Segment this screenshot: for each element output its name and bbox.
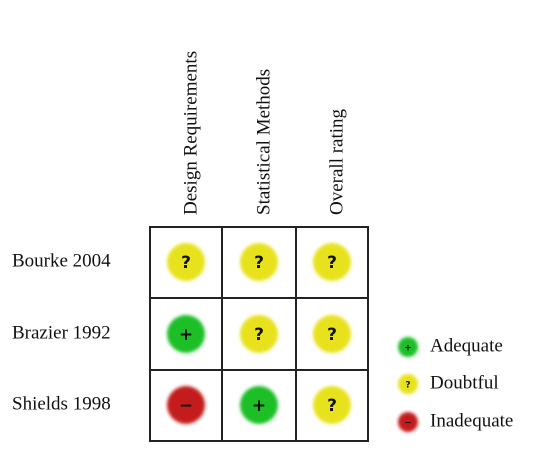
row-label: Shields 1998 bbox=[12, 393, 111, 414]
column-header: Statistical Methods bbox=[253, 69, 274, 215]
column-header: Design Requirements bbox=[180, 51, 201, 215]
rating-circle bbox=[313, 315, 351, 353]
rating-symbol: ? bbox=[254, 325, 264, 345]
rating-symbol: ? bbox=[254, 253, 264, 273]
rating-circle bbox=[313, 386, 351, 424]
legend-symbol: ? bbox=[405, 381, 410, 391]
rating-circle bbox=[167, 243, 205, 281]
legend-marker bbox=[398, 337, 418, 357]
rating-symbol: ? bbox=[327, 396, 337, 416]
rating-symbol: + bbox=[252, 396, 266, 416]
rating-symbol: + bbox=[179, 325, 193, 345]
legend-marker bbox=[398, 374, 418, 394]
rating-symbol: − bbox=[179, 396, 193, 416]
row-label: Bourke 2004 bbox=[12, 250, 111, 271]
legend-marker bbox=[398, 412, 418, 432]
rating-symbol: ? bbox=[327, 325, 337, 345]
rating-symbol: ? bbox=[181, 253, 191, 273]
legend-label: Doubtful bbox=[430, 372, 499, 393]
column-header: Overall rating bbox=[326, 108, 347, 215]
rating-circle bbox=[167, 386, 205, 424]
rating-circle bbox=[167, 315, 205, 353]
rating-circle bbox=[313, 243, 351, 281]
legend-symbol: + bbox=[404, 344, 412, 354]
table-grid bbox=[149, 226, 369, 442]
rating-symbol: ? bbox=[327, 253, 337, 273]
rating-circle bbox=[240, 315, 278, 353]
rating-circle bbox=[240, 386, 278, 424]
legend-label: Adequate bbox=[430, 335, 503, 356]
legend-label: Inadequate bbox=[430, 410, 513, 431]
row-label: Brazier 1992 bbox=[12, 322, 111, 343]
rating-circle bbox=[240, 243, 278, 281]
legend-symbol: − bbox=[404, 419, 412, 429]
